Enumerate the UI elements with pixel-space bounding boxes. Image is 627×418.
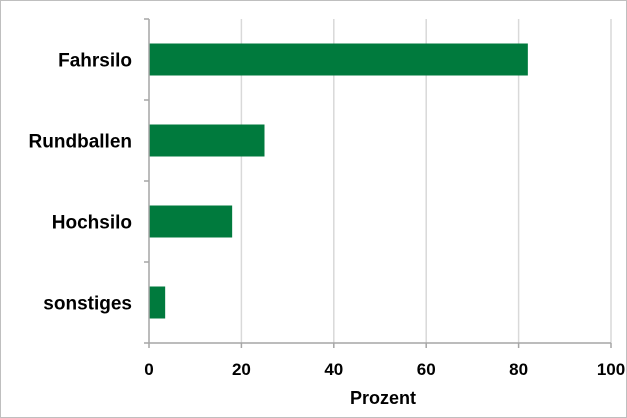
- bars: [149, 43, 528, 319]
- bar-fahrsilo: [149, 43, 528, 76]
- x-tick-label-40: 40: [324, 360, 343, 379]
- axes: [144, 18, 612, 348]
- x-tick-label-60: 60: [417, 360, 436, 379]
- category-label-sonstiges: sonstiges: [43, 294, 132, 315]
- bar-sonstiges: [149, 286, 166, 319]
- category-label-hochsilo: Hochsilo: [52, 213, 132, 234]
- x-tick-label-0: 0: [144, 360, 153, 379]
- category-label-rundballen: Rundballen: [29, 132, 132, 153]
- x-tick-label-100: 100: [597, 360, 625, 379]
- bar-rundballen: [149, 124, 265, 157]
- x-tick-label-20: 20: [232, 360, 251, 379]
- labels: Fahrsilo Rundballen Hochsilo sonstiges 0 20 40…: [29, 51, 626, 380]
- x-tick-label-80: 80: [509, 360, 528, 379]
- category-label-fahrsilo: Fahrsilo: [58, 51, 132, 72]
- bar-hochsilo: [149, 205, 233, 238]
- x-axis-title: Prozent: [350, 388, 416, 408]
